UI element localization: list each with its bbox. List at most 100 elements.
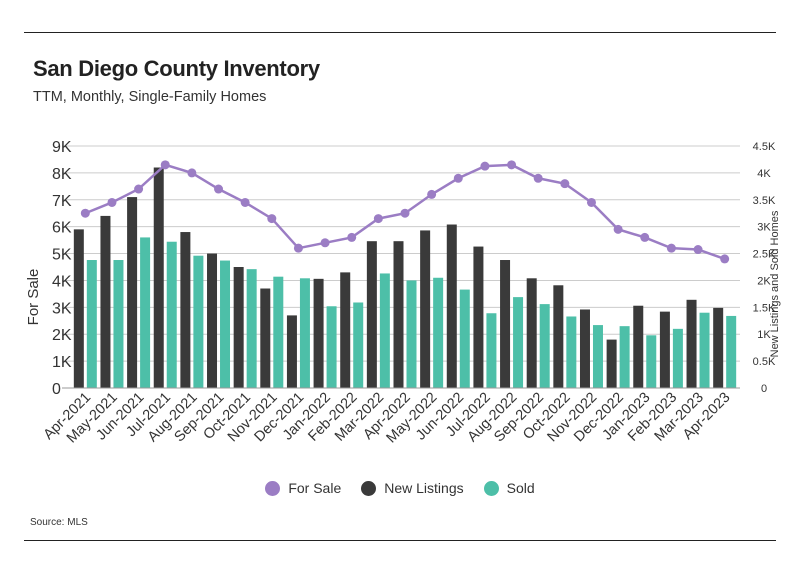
top-rule — [24, 32, 776, 33]
bar-new-listings — [260, 288, 271, 388]
point-for-sale — [80, 208, 90, 218]
y2-tick-label: 3K — [757, 222, 771, 234]
bar-sold — [220, 260, 231, 388]
bar-sold — [140, 237, 151, 388]
bar-new-listings — [233, 267, 244, 388]
bottom-rule — [24, 540, 776, 541]
y2-tick-label: 1.5K — [753, 302, 776, 314]
bar-new-listings — [73, 229, 84, 388]
point-for-sale — [640, 232, 650, 242]
bar-sold — [672, 328, 683, 388]
y-tick-label: 2K — [52, 327, 72, 344]
legend-label-sold: Sold — [506, 480, 535, 496]
point-for-sale — [214, 184, 224, 194]
point-for-sale — [347, 232, 357, 242]
bar-sold — [459, 289, 470, 388]
point-for-sale — [586, 197, 596, 207]
bar-sold — [513, 297, 524, 388]
y2-axis-title: New Listings and Sold Homes — [769, 210, 781, 357]
y-tick-label: 7K — [52, 193, 72, 210]
point-for-sale — [693, 245, 703, 255]
point-for-sale — [480, 161, 490, 171]
legend-item-new-listings: New Listings — [361, 480, 464, 496]
y2-tick-label: 0 — [761, 383, 767, 395]
y2-tick-label: 3.5K — [753, 195, 776, 207]
bar-sold — [166, 241, 177, 388]
point-for-sale — [293, 243, 303, 253]
y-tick-label: 5K — [52, 247, 72, 264]
point-for-sale — [666, 243, 676, 253]
bar-new-listings — [313, 278, 324, 388]
chart-subtitle: TTM, Monthly, Single-Family Homes — [33, 89, 267, 105]
bar-sold — [273, 276, 284, 388]
y-tick-label: 9K — [52, 139, 72, 156]
bar-new-listings — [393, 241, 404, 388]
bar-new-listings — [686, 299, 697, 388]
bar-new-listings — [340, 272, 351, 388]
y2-tick-label: 4.5K — [753, 141, 776, 153]
bar-new-listings — [553, 285, 564, 388]
y-tick-label: 3K — [52, 300, 72, 317]
legend-swatch-sold — [483, 480, 499, 496]
point-for-sale — [160, 160, 170, 170]
bar-sold — [486, 313, 497, 388]
y2-tick-label: 1K — [757, 329, 771, 341]
bar-new-listings — [420, 230, 431, 388]
legend: For Sale New Listings Sold — [0, 480, 800, 496]
point-for-sale — [107, 197, 117, 207]
bar-new-listings — [713, 307, 724, 388]
bar-new-listings — [473, 246, 484, 388]
bar-sold — [592, 325, 603, 388]
bar-new-listings — [633, 305, 644, 388]
point-for-sale — [134, 184, 144, 194]
bar-sold — [406, 280, 417, 388]
y-tick-label: 8K — [52, 166, 72, 183]
bar-new-listings — [366, 241, 377, 388]
bar-sold — [699, 312, 710, 388]
point-for-sale — [453, 173, 463, 183]
point-for-sale — [267, 214, 277, 224]
source-note: Source: MLS — [30, 517, 88, 528]
point-for-sale — [240, 197, 250, 207]
bar-sold — [379, 273, 390, 388]
bar-new-listings — [180, 232, 191, 388]
point-for-sale — [373, 214, 383, 224]
point-for-sale — [427, 189, 437, 199]
point-for-sale — [533, 173, 543, 183]
bar-new-listings — [500, 260, 511, 388]
bar-sold — [433, 277, 444, 388]
bar-new-listings — [127, 197, 138, 388]
y2-tick-label: 2K — [757, 275, 771, 287]
bar-sold — [299, 278, 310, 388]
y-axis-title: For Sale — [25, 269, 42, 326]
legend-item-for-sale: For Sale — [265, 480, 341, 496]
bar-sold — [326, 306, 337, 388]
bar-new-listings — [153, 167, 164, 388]
y-tick-label: 0 — [52, 381, 61, 398]
bar-new-listings — [526, 278, 537, 388]
y2-tick-label: 0.5K — [753, 356, 776, 368]
bar-new-listings — [606, 339, 617, 388]
y-tick-label: 6K — [52, 220, 72, 237]
legend-label-new-listings: New Listings — [384, 480, 464, 496]
bar-sold — [646, 335, 657, 388]
legend-swatch-for-sale — [265, 480, 281, 496]
y2-tick-label: 4K — [757, 168, 771, 180]
bar-sold — [566, 316, 577, 388]
bar-sold — [539, 304, 550, 388]
legend-label-for-sale: For Sale — [288, 480, 342, 496]
bar-new-listings — [207, 253, 218, 388]
bar-sold — [619, 326, 630, 388]
bar-sold — [353, 302, 364, 388]
y2-tick-label: 2.5K — [753, 249, 776, 261]
y-tick-label: 1K — [52, 354, 72, 371]
chart-title: San Diego County Inventory — [33, 56, 320, 81]
point-for-sale — [400, 208, 410, 218]
point-for-sale — [613, 224, 623, 234]
bar-sold — [193, 255, 204, 388]
bar-new-listings — [446, 224, 457, 388]
bar-sold — [246, 269, 257, 388]
bar-new-listings — [579, 309, 590, 388]
y-tick-label: 4K — [52, 273, 72, 290]
